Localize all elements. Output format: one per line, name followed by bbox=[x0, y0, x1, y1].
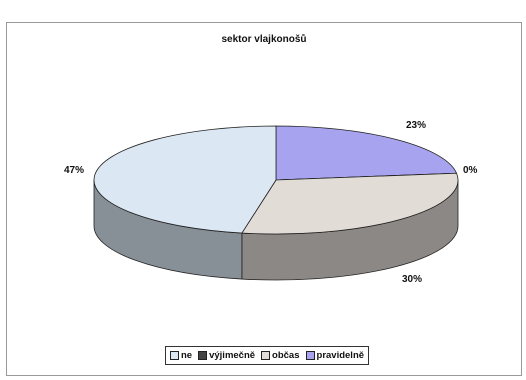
pie-slice-pravidelně bbox=[275, 125, 458, 181]
data-label-pravidelně: 23% bbox=[406, 120, 426, 131]
pie-slice-občas bbox=[241, 172, 459, 235]
legend-item-ne: ne bbox=[170, 350, 192, 361]
legend-label: pravidelně bbox=[316, 350, 365, 361]
legend-swatch bbox=[198, 351, 208, 360]
legend-item-výjimečně: výjimečně bbox=[198, 350, 255, 361]
data-label-občas: 30% bbox=[402, 274, 422, 285]
legend: ne výjimečně občas pravidelně bbox=[165, 346, 370, 365]
legend-item-občas: občas bbox=[261, 350, 300, 361]
legend-label: výjimečně bbox=[209, 350, 256, 361]
legend-label: ne bbox=[181, 350, 193, 361]
legend-label: občas bbox=[272, 350, 300, 361]
pie-slice-ne bbox=[93, 125, 277, 234]
legend-item-pravidelně: pravidelně bbox=[305, 350, 365, 361]
legend-swatch bbox=[305, 351, 315, 360]
legend-swatch bbox=[261, 351, 271, 360]
chart-title: sektor vlajkonošů bbox=[221, 33, 306, 45]
data-label-výjimečně: 0% bbox=[463, 165, 478, 176]
legend-swatch bbox=[170, 351, 179, 360]
data-label-ne: 47% bbox=[64, 165, 84, 176]
